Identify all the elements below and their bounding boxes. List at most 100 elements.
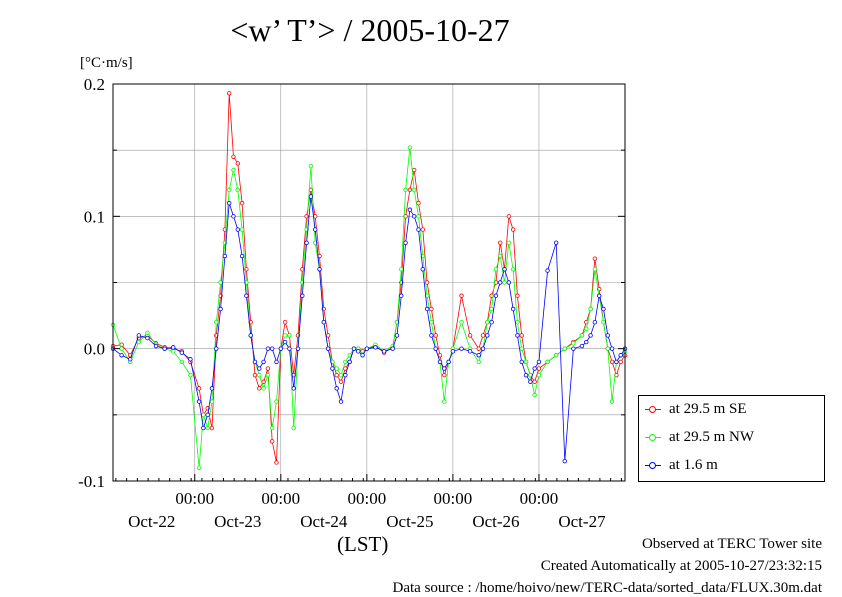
data-point [287, 333, 292, 338]
x-tick-time-label: 00:00 [434, 489, 473, 508]
data-point [510, 267, 516, 272]
data-point [300, 293, 305, 298]
data-point [291, 425, 296, 431]
y-axis-unit-label: [°C·m/s] [80, 55, 133, 71]
data-point [532, 379, 537, 384]
data-point [334, 366, 339, 371]
data-point [601, 320, 606, 325]
chart-title: <w’ T’> / 2005-10-27 [230, 12, 510, 48]
data-point [442, 366, 447, 371]
data-point [442, 372, 447, 378]
data-point [416, 200, 421, 206]
data-point [553, 353, 559, 358]
data-point [493, 267, 499, 272]
legend-marker-se [649, 406, 656, 413]
data-point [562, 346, 567, 351]
data-point [605, 333, 610, 338]
legend-label-nw: at 29.5 m NW [669, 429, 754, 445]
legend-marker-nw [649, 434, 656, 441]
data-point [209, 399, 215, 404]
data-point [433, 346, 438, 351]
data-point [467, 349, 473, 354]
data-point [476, 346, 481, 351]
data-point [218, 306, 223, 312]
data-point [136, 333, 142, 338]
data-point [265, 372, 271, 378]
data-point [545, 359, 550, 365]
data-point [274, 460, 279, 465]
data-point [205, 412, 210, 418]
data-point [493, 293, 499, 298]
data-point [450, 349, 456, 354]
data-point [218, 280, 223, 285]
data-point [399, 293, 404, 298]
data-point [196, 465, 202, 470]
data-point [287, 346, 292, 351]
data-point [605, 346, 610, 351]
data-point [446, 359, 451, 365]
data-point [269, 346, 275, 351]
data-point [498, 280, 503, 285]
data-point [459, 346, 464, 351]
data-point [407, 187, 413, 193]
data-point [244, 293, 249, 298]
data-point [257, 372, 262, 378]
data-point [553, 240, 559, 245]
data-point [364, 346, 370, 351]
data-point [334, 386, 339, 391]
data-point [433, 333, 438, 338]
data-point [579, 333, 585, 338]
x-axis-label: (LST) [337, 532, 389, 556]
data-point [235, 227, 240, 232]
data-point [304, 240, 309, 245]
data-point [437, 353, 443, 358]
data-point [205, 425, 210, 431]
data-point [502, 280, 507, 285]
data-point [420, 267, 425, 272]
data-point [381, 349, 387, 354]
data-point [347, 359, 352, 365]
data-point [231, 154, 236, 159]
data-point [313, 227, 318, 232]
data-point [334, 372, 339, 378]
data-point [416, 227, 421, 232]
data-point [231, 167, 236, 173]
data-point [179, 359, 185, 365]
data-point [265, 366, 271, 371]
legend-item-se: at 29.5 m SE [639, 398, 824, 422]
data-point [239, 253, 245, 259]
data-point [209, 425, 215, 431]
x-tick-date-label: Oct-24 [300, 512, 348, 531]
data-point [171, 345, 176, 350]
data-point [321, 320, 327, 325]
data-point [588, 306, 593, 312]
x-tick-time-label: 00:00 [520, 489, 559, 508]
data-point [282, 339, 288, 345]
data-point [179, 350, 185, 355]
data-point [308, 163, 314, 169]
data-point [214, 320, 219, 325]
data-point [515, 333, 520, 338]
data-point [269, 425, 275, 431]
data-point [325, 333, 331, 338]
footer-site: Observed at TERC Tower site [641, 536, 822, 552]
data-point [222, 253, 228, 259]
data-point [476, 353, 481, 358]
data-point [119, 346, 124, 351]
legend-label-se: at 29.5 m SE [669, 401, 747, 417]
series-layer [110, 91, 628, 470]
legend-label-1-6m: at 1.6 m [669, 457, 718, 473]
data-point [536, 359, 542, 365]
data-point [510, 227, 516, 232]
data-point [480, 346, 486, 351]
data-point [399, 267, 404, 272]
data-point [411, 167, 417, 173]
data-point [609, 399, 615, 404]
data-point [592, 267, 598, 272]
data-point [429, 320, 434, 325]
footer-created: Created Automatically at 2005-10-27/23:3… [540, 558, 822, 574]
x-tick-date-label: Oct-23 [214, 512, 261, 531]
data-point [343, 366, 348, 371]
x-tick-time-label: 00:00 [347, 489, 386, 508]
x-tick-time-label: 00:00 [261, 489, 300, 508]
